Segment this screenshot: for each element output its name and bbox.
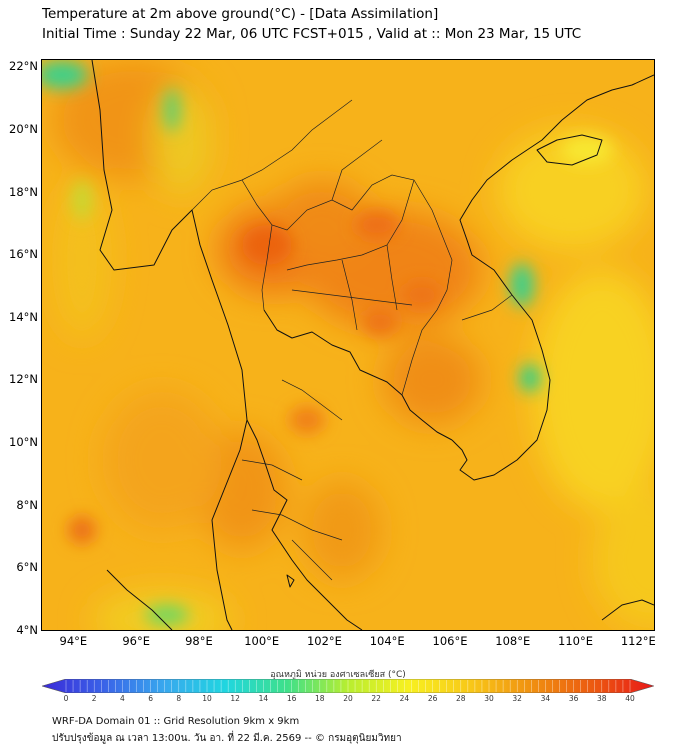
colorbar-tick-label: 26 bbox=[427, 694, 438, 703]
temperature-shading bbox=[52, 60, 654, 630]
colorbar-tick-label: 32 bbox=[512, 694, 522, 703]
colorbar-tick-label: 36 bbox=[568, 694, 579, 703]
lat-tick-label: 20°N bbox=[9, 121, 38, 136]
colorbar-tick-label: 0 bbox=[63, 694, 69, 703]
colorbar bbox=[42, 679, 654, 693]
lon-tick-label: 100°E bbox=[244, 634, 280, 648]
colorbar-tick-label: 38 bbox=[597, 694, 607, 703]
colorbar-label: อุณหภูมิ หน่วย องศาเซลเซียส (°C) bbox=[270, 670, 406, 680]
colorbar-tick-label: 30 bbox=[484, 694, 494, 703]
colorbar-tick-label: 28 bbox=[456, 694, 466, 703]
lon-tick-label: 96°E bbox=[122, 634, 150, 648]
colorbar-tick-label: 22 bbox=[371, 694, 381, 703]
colorbar-tick-label: 6 bbox=[148, 694, 153, 703]
colorbar-tick-label: 4 bbox=[120, 694, 125, 703]
lat-tick-label: 10°N bbox=[9, 435, 38, 450]
colorbar-tick-label: 20 bbox=[343, 694, 353, 703]
colorbar-tick-label: 40 bbox=[625, 694, 635, 703]
lat-tick-label: 18°N bbox=[9, 184, 38, 199]
lat-tick-label: 16°N bbox=[9, 247, 38, 262]
chart-title: Temperature at 2m above ground(°C) - [Da… bbox=[42, 6, 439, 22]
footer-model-info: WRF-DA Domain 01 :: Grid Resolution 9km … bbox=[52, 716, 300, 727]
temperature-hotspots bbox=[42, 61, 613, 625]
coastlines bbox=[91, 60, 654, 630]
footer-update-info: ปรับปรุงข้อมูล ณ เวลา 13:00น. วัน อา. ที… bbox=[52, 733, 402, 744]
colorbar-tick-label: 8 bbox=[176, 694, 182, 703]
lat-tick-label: 8°N bbox=[16, 497, 38, 512]
lon-tick-label: 102°E bbox=[306, 634, 342, 648]
lat-tick-label: 6°N bbox=[16, 560, 38, 575]
lon-tick-label: 110°E bbox=[558, 634, 594, 648]
colorbar-tick-label: 14 bbox=[258, 694, 269, 703]
lon-tick-label: 106°E bbox=[432, 634, 468, 648]
lat-tick-label: 4°N bbox=[16, 623, 38, 637]
colorbar-tick-label: 16 bbox=[286, 694, 297, 703]
lat-tick-label: 22°N bbox=[9, 59, 38, 74]
lon-tick-label: 108°E bbox=[495, 634, 531, 648]
map-panel bbox=[41, 59, 655, 631]
chart-subtitle: Initial Time : Sunday 22 Mar, 06 UTC FCS… bbox=[42, 26, 582, 42]
lat-tick-label: 14°N bbox=[9, 309, 38, 324]
colorbar-tick-label: 18 bbox=[315, 694, 325, 703]
colorbar-tick-label: 34 bbox=[540, 694, 551, 703]
admin-borders bbox=[191, 99, 513, 581]
lon-tick-label: 104°E bbox=[369, 634, 405, 648]
colorbar-tick-label: 10 bbox=[202, 694, 212, 703]
colorbar-tick-label: 2 bbox=[91, 694, 97, 703]
lon-tick-label: 112°E bbox=[620, 634, 656, 648]
lon-tick-label: 94°E bbox=[59, 634, 88, 648]
colorbar-tick-label: 12 bbox=[230, 694, 240, 703]
lat-tick-label: 12°N bbox=[9, 372, 38, 387]
lon-tick-label: 98°E bbox=[185, 634, 213, 648]
colorbar-tick-label: 24 bbox=[399, 694, 410, 703]
